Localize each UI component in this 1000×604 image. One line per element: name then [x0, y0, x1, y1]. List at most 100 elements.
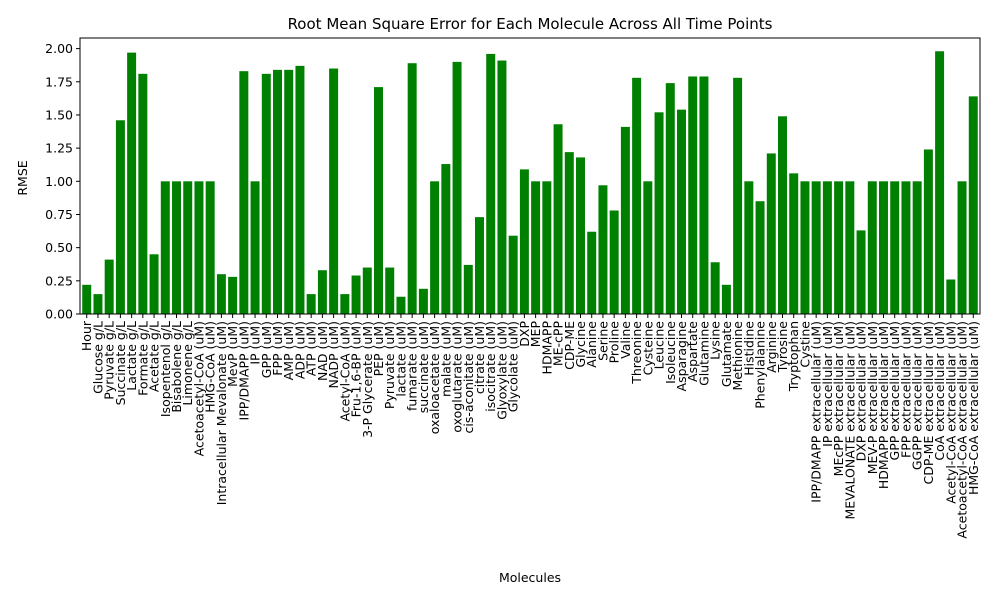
bar-27 — [385, 267, 395, 314]
bar-26 — [374, 87, 383, 314]
x-tick-label: MEV-P extracellular (uM) — [865, 321, 880, 474]
bar-19 — [295, 65, 305, 315]
x-tick-label: Threonine — [629, 321, 644, 385]
bar-17 — [273, 69, 282, 314]
x-tick-label: GGPP extracellular (uM) — [910, 321, 925, 470]
bar-51 — [654, 112, 664, 314]
bar-2 — [104, 259, 114, 314]
x-tick-label: Alanine — [584, 321, 599, 368]
x-tick-label: Glycolate (uM) — [506, 321, 521, 412]
x-tick-label: NADP (uM) — [326, 321, 341, 389]
x-tick-label: Acetoacetyl-CoA extracellular (uM) — [955, 321, 970, 539]
x-tick-label: Acetate g/L — [147, 321, 162, 392]
bar-21 — [317, 270, 327, 314]
x-tick-label: Acetoacetyl-CoA (uM) — [191, 321, 206, 456]
x-tick-label: Glyoxylate (uM) — [494, 321, 509, 420]
x-tick-label: Phenylalanine — [753, 321, 768, 409]
x-tick-label: Isopentenol g/L — [158, 321, 173, 417]
bar-13 — [228, 276, 238, 314]
y-tick-label: 1.50 — [45, 107, 73, 122]
x-tick-label: MEcPP extracellular (uM) — [831, 321, 846, 476]
bar-35 — [475, 217, 484, 314]
x-tick-label: Lysine — [708, 321, 723, 360]
bar-64 — [800, 181, 810, 314]
bar-56 — [710, 262, 720, 314]
chart-title: Root Mean Square Error for Each Molecule… — [288, 15, 773, 33]
x-tick-label: FPP extracellular (uM) — [898, 321, 913, 458]
bar-43 — [564, 152, 574, 314]
y-tick-label: 0.00 — [45, 307, 73, 322]
bar-74 — [912, 181, 922, 314]
bar-44 — [576, 157, 585, 314]
bar-4 — [127, 52, 137, 314]
x-tick-label: Formate g/L — [135, 321, 150, 396]
x-tick-label: MevP (uM) — [225, 321, 240, 387]
bar-42 — [553, 124, 563, 314]
x-tick-label: Pyruvate (uM) — [382, 321, 397, 409]
plot-frame — [79, 37, 981, 315]
bar-38 — [508, 235, 518, 314]
x-tick-label: oxaloacetate (uM) — [427, 321, 442, 434]
bar-15 — [250, 181, 260, 314]
bar-47 — [609, 210, 619, 314]
bar-69 — [856, 230, 866, 314]
bar-54 — [688, 76, 698, 314]
x-tick-label: fumarate (uM) — [405, 321, 420, 411]
bar-18 — [284, 69, 294, 314]
y-axis-label: RMSE — [15, 160, 30, 195]
bar-63 — [789, 173, 799, 314]
bar-76 — [935, 51, 945, 315]
x-tick-label: DXP extracellular (uM) — [854, 321, 869, 461]
x-tick-label: HDMAPP — [539, 321, 554, 375]
bar-1 — [93, 294, 103, 314]
x-tick-label: IP (uM) — [248, 321, 263, 365]
bar-55 — [699, 76, 709, 314]
bar-25 — [362, 267, 372, 314]
y-tick-label: 1.25 — [45, 141, 73, 156]
x-tick-label: GPP extracellular (uM) — [887, 321, 902, 460]
bar-72 — [890, 181, 900, 314]
bar-33 — [452, 61, 462, 314]
x-tick-label: CDP-ME — [562, 321, 577, 370]
x-tick-label: succinate (uM) — [416, 321, 431, 413]
x-tick-label: PEP (uM) — [371, 321, 386, 376]
bar-5 — [138, 73, 148, 314]
bar-73 — [901, 181, 911, 314]
bar-14 — [239, 71, 249, 314]
x-tick-label: Arginine — [764, 321, 779, 373]
x-tick-label: Acetyl-CoA extracellular (uM) — [943, 321, 958, 504]
x-tick-label: Bisabolene g/L — [169, 321, 184, 413]
x-tick-label: Limonene g/L — [180, 321, 195, 406]
x-tick-label: Intracellular Mevalonate (uM) — [214, 321, 229, 505]
x-tick-label: Tyrosine — [775, 321, 790, 374]
bar-32 — [441, 164, 451, 314]
x-tick-label: HMG-CoA (uM) — [203, 321, 218, 413]
bar-77 — [946, 279, 956, 314]
bar-48 — [620, 126, 630, 315]
bar-52 — [665, 83, 675, 315]
bar-7 — [160, 181, 170, 314]
bar-8 — [172, 181, 181, 314]
x-tick-label: Cysteine — [640, 321, 655, 376]
bar-78 — [957, 181, 967, 314]
x-tick-label: IPP/DMAPP extracellular (uM) — [809, 321, 824, 503]
bar-67 — [834, 181, 844, 314]
x-tick-label: Asparagine — [674, 321, 689, 392]
x-tick-label: Succinate g/L — [113, 321, 128, 405]
bar-29 — [407, 63, 417, 315]
bar-11 — [205, 181, 215, 314]
y-tick-label: 0.75 — [45, 207, 73, 222]
y-tick-label: 1.75 — [45, 74, 73, 89]
x-tick-label: ME-cPP — [551, 321, 566, 367]
bar-57 — [721, 284, 731, 314]
x-tick-label: CoA extracellular (uM) — [932, 321, 947, 461]
bar-31 — [430, 181, 440, 314]
x-tick-label: oxoglutarate (uM) — [450, 321, 465, 433]
x-tick-label: citrate (uM) — [472, 321, 487, 394]
x-tick-label: Histidine — [741, 321, 756, 376]
x-tick-label: Valine — [618, 321, 633, 359]
x-tick-label: Leucine — [652, 321, 667, 370]
x-tick-label: AMP (uM) — [281, 321, 296, 380]
x-tick-label: Proline — [607, 321, 622, 364]
